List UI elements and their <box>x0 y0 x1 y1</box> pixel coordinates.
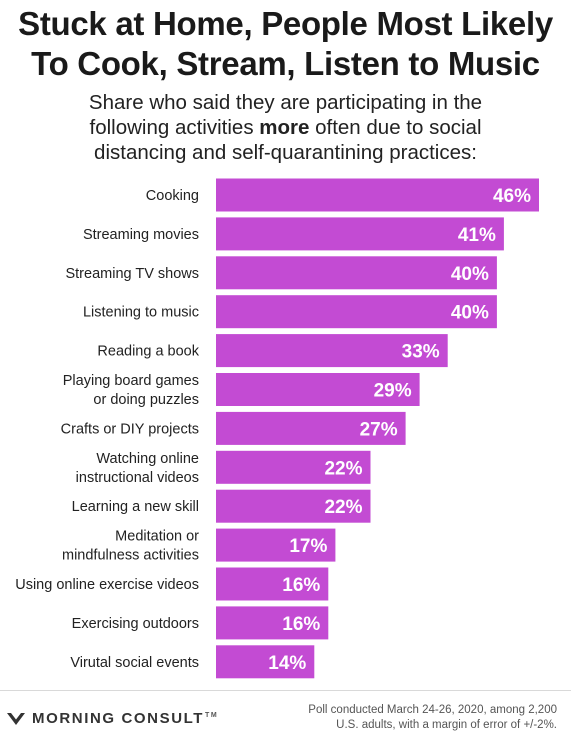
bar-2 <box>216 256 497 290</box>
bar-chart: 46% Cooking 41% Streaming movies 40% Streamin… <box>15 178 539 679</box>
bar-value-label-12: 14% <box>268 653 306 674</box>
methodology-note-line-2: U.S. adults, with a margin of error of +… <box>336 719 557 731</box>
category-label-5-line-0: Playing board games <box>63 373 199 389</box>
bar-value-label-10: 16% <box>282 575 320 596</box>
category-label-6: Crafts or DIY projects <box>61 421 199 437</box>
category-label-2: Streaming TV shows <box>65 266 199 282</box>
category-label-3: Listening to music <box>83 305 199 321</box>
bar-12 <box>216 645 315 679</box>
category-label-6-line-0: Crafts or DIY projects <box>61 421 199 437</box>
category-label-7: Watching online instructional videos <box>76 451 199 486</box>
bar-0 <box>216 178 539 212</box>
bar-10 <box>216 567 329 601</box>
category-label-7-line-0: Watching online <box>96 451 199 467</box>
methodology-note-line-1: Poll conducted March 24-26, 2020, among … <box>308 704 557 716</box>
category-label-5-line-1: or doing puzzles <box>93 392 199 408</box>
category-label-0-line-0: Cooking <box>146 188 199 204</box>
bar-value-label-11: 16% <box>282 614 320 635</box>
category-label-4: Reading a book <box>97 344 199 360</box>
category-label-5: Playing board games or doing puzzles <box>63 373 199 408</box>
subtitle-line-2: following activities more often due to s… <box>0 115 571 140</box>
category-label-9: Meditation or mindfulness activities <box>62 529 199 564</box>
subtitle-line-1: Share who said they are participating in… <box>88 91 483 114</box>
category-label-3-line-0: Listening to music <box>83 305 199 321</box>
bar-value-label-7: 22% <box>324 458 362 479</box>
subtitle-line-2-start: following activities <box>89 116 260 139</box>
bar-value-label-9: 17% <box>289 536 327 557</box>
chart-title-line-2: To Cook, Stream, Listen to Music <box>31 45 540 82</box>
bar-5 <box>216 373 420 406</box>
category-label-2-line-0: Streaming TV shows <box>65 266 199 282</box>
bar-11 <box>216 606 329 640</box>
category-label-11: Exercising outdoors <box>72 616 199 632</box>
trademark-mark: TM <box>205 712 219 719</box>
brand-name: MORNING CONSULTTM <box>32 710 218 727</box>
bar-1 <box>216 217 504 251</box>
category-label-8-line-0: Learning a new skill <box>72 499 199 515</box>
category-label-1: Streaming movies <box>83 227 199 243</box>
bar-value-label-3: 40% <box>451 303 489 324</box>
footer-divider <box>0 690 571 691</box>
bar-value-label-1: 41% <box>458 225 496 246</box>
methodology-note: Poll conducted March 24-26, 2020, among … <box>308 703 557 733</box>
bar-4 <box>216 334 448 368</box>
bar-3 <box>216 295 497 329</box>
bar-value-label-8: 22% <box>324 497 362 518</box>
category-label-9-line-1: mindfulness activities <box>62 548 199 564</box>
category-label-12-line-0: Virutal social events <box>70 655 199 671</box>
bar-value-label-5: 29% <box>374 381 412 402</box>
brand-name-text: MORNING CONSULT <box>32 710 205 727</box>
bar-value-label-0: 46% <box>493 186 531 207</box>
morning-consult-chevron-icon <box>7 712 25 725</box>
category-label-4-line-0: Reading a book <box>97 344 199 360</box>
category-label-9-line-0: Meditation or <box>115 529 199 545</box>
category-label-7-line-1: instructional videos <box>76 470 199 486</box>
chart-title: Stuck at Home, People Most Likely To Coo… <box>0 4 571 84</box>
bar-9 <box>216 528 336 562</box>
subtitle-line-2-end: often due to social <box>309 116 482 139</box>
chart-subtitle: Share who said they are participating in… <box>0 90 571 165</box>
category-label-8: Learning a new skill <box>72 499 199 515</box>
category-label-1-line-0: Streaming movies <box>83 227 199 243</box>
category-label-10-line-0: Using online exercise videos <box>15 577 199 593</box>
category-label-12: Virutal social events <box>70 655 199 671</box>
brand-logo: MORNING CONSULTTM <box>6 710 218 727</box>
category-label-0: Cooking <box>146 188 199 204</box>
bar-value-label-4: 33% <box>402 342 440 363</box>
bar-8 <box>216 489 371 523</box>
bar-value-label-6: 27% <box>360 419 398 440</box>
bar-6 <box>216 411 406 445</box>
category-label-11-line-0: Exercising outdoors <box>72 616 199 632</box>
bar-value-label-2: 40% <box>451 264 489 285</box>
subtitle-line-3: distancing and self-quarantining practic… <box>94 141 477 164</box>
subtitle-emphasis: more <box>259 116 310 139</box>
category-label-10: Using online exercise videos <box>15 577 199 593</box>
chart-title-line-1: Stuck at Home, People Most Likely <box>18 5 553 42</box>
bar-7 <box>216 450 371 484</box>
